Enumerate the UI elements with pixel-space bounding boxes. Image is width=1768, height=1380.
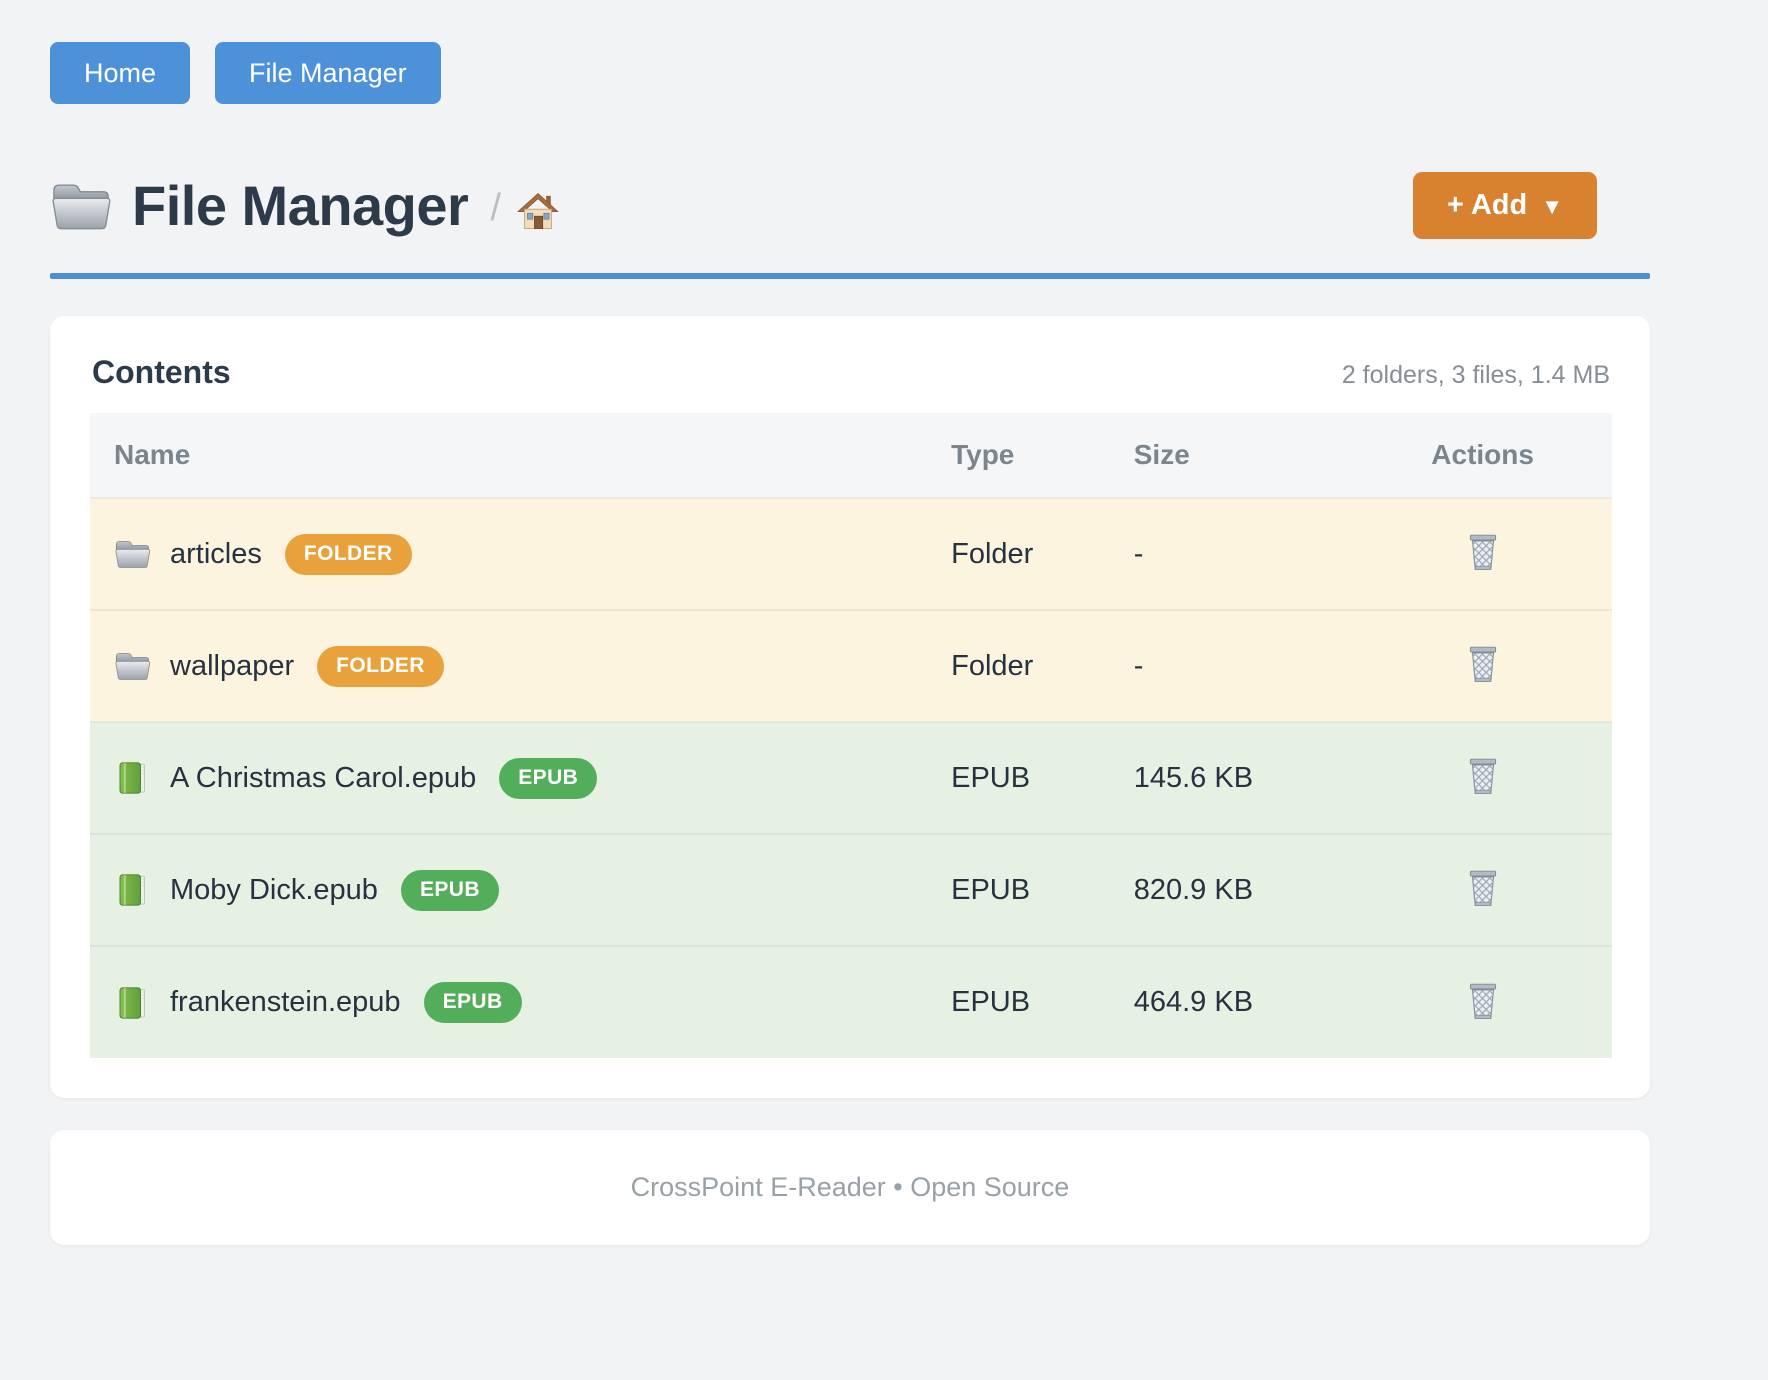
nav-button-home[interactable]: Home bbox=[50, 42, 191, 104]
add-button-label: + Add bbox=[1446, 189, 1528, 221]
table-header-row: Name Type Size Actions bbox=[90, 413, 1612, 498]
file-size: 820.9 KB bbox=[1133, 873, 1254, 906]
header-divider bbox=[50, 273, 1650, 279]
file-type-badge: EPUB bbox=[400, 869, 499, 911]
column-header-name: Name bbox=[114, 439, 191, 470]
file-size: 145.6 KB bbox=[1133, 761, 1254, 794]
file-name[interactable]: A Christmas Carol.epub bbox=[170, 761, 477, 794]
add-button[interactable]: + Add ▼ bbox=[1412, 172, 1597, 239]
book-icon bbox=[114, 761, 151, 795]
file-type-badge: EPUB bbox=[423, 982, 522, 1023]
delete-button[interactable] bbox=[1460, 527, 1506, 580]
trash-icon bbox=[1464, 531, 1502, 573]
delete-button[interactable] bbox=[1460, 751, 1506, 804]
book-icon bbox=[114, 873, 151, 907]
file-type: EPUB bbox=[951, 986, 1031, 1018]
trash-icon bbox=[1464, 755, 1502, 797]
delete-button[interactable] bbox=[1460, 863, 1506, 916]
page-title-group: File Manager / bbox=[50, 173, 559, 238]
page-title: File Manager bbox=[132, 174, 469, 237]
folder-icon bbox=[50, 179, 112, 233]
trash-icon bbox=[1464, 867, 1502, 909]
file-name[interactable]: wallpaper bbox=[170, 649, 295, 682]
contents-card-head: Contents 2 folders, 3 files, 1.4 MB bbox=[90, 354, 1612, 391]
page-header: File Manager / + Add ▼ bbox=[50, 172, 1650, 239]
file-type: Folder bbox=[951, 537, 1034, 570]
files-table: Name Type Size Actions articles FOLDER Fold… bbox=[90, 413, 1612, 1058]
folder-icon bbox=[114, 649, 151, 683]
delete-button[interactable] bbox=[1460, 976, 1506, 1029]
file-type-badge: FOLDER bbox=[284, 533, 412, 575]
column-header-actions: Actions bbox=[1431, 439, 1534, 470]
file-name[interactable]: articles bbox=[170, 537, 262, 570]
file-type: EPUB bbox=[951, 761, 1031, 794]
file-size: - bbox=[1133, 649, 1144, 682]
table-row: frankenstein.epub EPUB EPUB 464.9 KB bbox=[90, 946, 1612, 1058]
file-size: 464.9 KB bbox=[1133, 986, 1254, 1018]
top-nav: Home File Manager bbox=[50, 0, 1650, 104]
file-name[interactable]: frankenstein.epub bbox=[170, 986, 401, 1018]
nav-button-file-manager[interactable]: File Manager bbox=[215, 42, 441, 104]
trash-icon bbox=[1464, 643, 1502, 685]
table-body: articles FOLDER Folder - wallpaper FOLDE… bbox=[90, 498, 1612, 1058]
file-type-badge: FOLDER bbox=[317, 645, 444, 687]
file-type: Folder bbox=[951, 649, 1034, 682]
breadcrumb-separator: / bbox=[490, 187, 501, 229]
footer-card: CrossPoint E-Reader • Open Source bbox=[50, 1130, 1650, 1245]
footer-text: CrossPoint E-Reader • Open Source bbox=[630, 1172, 1070, 1202]
table-row: Moby Dick.epub EPUB EPUB 820.9 KB bbox=[90, 834, 1612, 946]
column-header-type: Type bbox=[951, 439, 1015, 470]
table-row: wallpaper FOLDER Folder - bbox=[90, 610, 1612, 722]
chevron-down-icon: ▼ bbox=[1541, 193, 1563, 219]
file-name[interactable]: Moby Dick.epub bbox=[170, 873, 378, 906]
home-icon[interactable] bbox=[517, 191, 559, 231]
contents-card: Contents 2 folders, 3 files, 1.4 MB Name… bbox=[50, 316, 1650, 1098]
table-row: articles FOLDER Folder - bbox=[90, 498, 1612, 610]
folder-icon bbox=[114, 537, 151, 571]
file-type: EPUB bbox=[951, 873, 1031, 906]
contents-heading: Contents bbox=[92, 354, 231, 390]
column-header-size: Size bbox=[1133, 439, 1190, 470]
file-type-badge: EPUB bbox=[499, 757, 598, 799]
file-manager-page: Home File Manager File Manager / + Add ▼… bbox=[50, 0, 1650, 1245]
contents-summary: 2 folders, 3 files, 1.4 MB bbox=[1341, 361, 1610, 389]
trash-icon bbox=[1464, 980, 1502, 1022]
delete-button[interactable] bbox=[1460, 639, 1506, 692]
file-size: - bbox=[1133, 537, 1144, 570]
table-row: A Christmas Carol.epub EPUB EPUB 145.6 K… bbox=[90, 722, 1612, 834]
book-icon bbox=[114, 986, 151, 1020]
